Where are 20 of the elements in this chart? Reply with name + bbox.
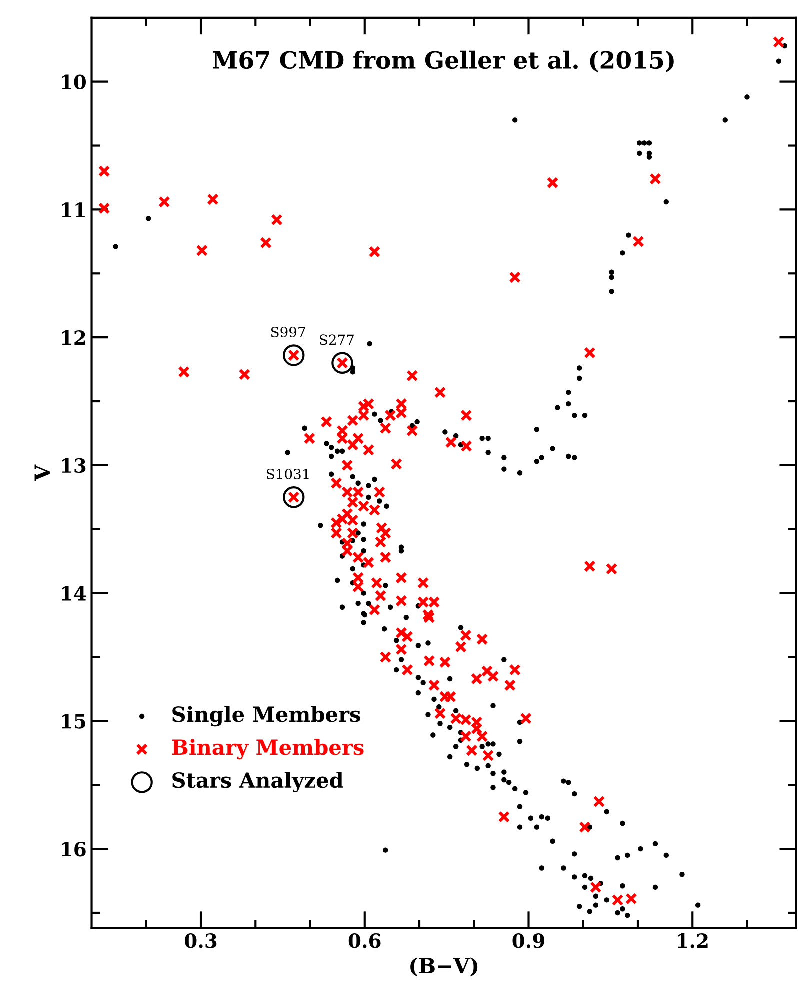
y-tick-label: 11 (62, 202, 85, 218)
y-tick-label: 15 (62, 714, 86, 729)
legend-label: Single Members (172, 706, 360, 727)
x-tick-label: 0.6 (348, 934, 381, 948)
y-tick-label: 16 (62, 842, 86, 857)
legend-label: Binary Members (172, 739, 364, 760)
y-tick-label: 10 (62, 74, 86, 90)
x-tick-label: 1.2 (678, 934, 708, 948)
y-tick-label: 13 (62, 458, 86, 474)
y-axis-title: V (34, 464, 50, 482)
y-tick-label: 12 (62, 330, 86, 345)
text: M67 CMD from Geller et al. (2015) (213, 50, 674, 72)
y-tick-label: 14 (62, 586, 86, 601)
legend-label: Stars Analyzed (172, 772, 344, 793)
x-tick-label: 0.9 (512, 934, 544, 948)
annotation: S277 (320, 334, 354, 346)
x-tick-label: 0.3 (185, 934, 217, 948)
x-axis-title: (B−V) (410, 958, 478, 977)
annotation: S997 (271, 327, 306, 338)
annotation: S1031 (267, 468, 309, 480)
